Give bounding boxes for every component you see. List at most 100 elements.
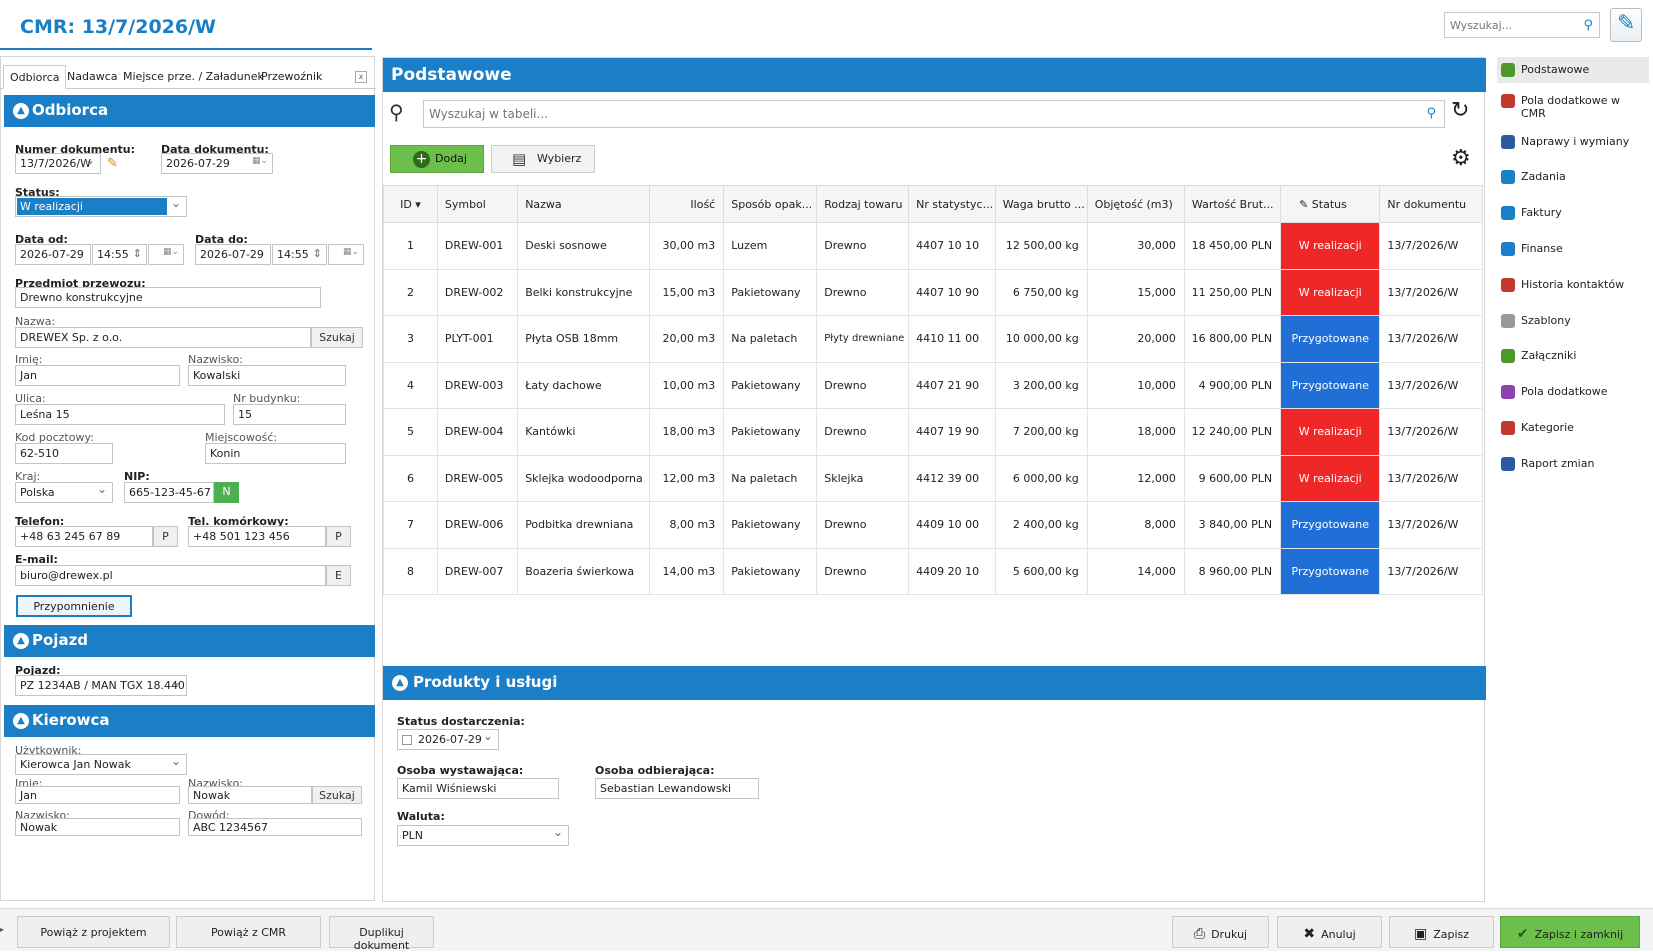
telefon-field[interactable]: +48 63 245 67 89 xyxy=(15,526,153,547)
waluta-select[interactable]: PLN xyxy=(397,825,569,846)
pojazd-select[interactable]: PZ 1234AB / MAN TGX 18.440 xyxy=(15,675,187,696)
nip-field[interactable]: 665-123-45-67 xyxy=(124,482,214,503)
col-ilosc[interactable]: Ilość xyxy=(649,185,725,223)
drukuj-button[interactable]: ⎙ Drukuj xyxy=(1172,916,1269,948)
col-nrstat[interactable]: Nr statystyc... xyxy=(908,185,996,223)
nip-lookup-button[interactable]: N xyxy=(214,482,239,503)
nazwisko-field[interactable]: Kowalski xyxy=(188,365,346,386)
szukaj-odbiorca-button[interactable]: Szukaj xyxy=(311,327,363,348)
col-wartosc[interactable]: Wartość Brut... xyxy=(1183,185,1282,223)
cell-status[interactable]: W realizacji xyxy=(1280,454,1381,502)
kierowca-imie-field[interactable]: Jan xyxy=(15,786,180,804)
chevron-up-icon[interactable]: ▲ xyxy=(13,713,29,729)
miejscowosc-field[interactable]: Konin xyxy=(205,443,346,464)
szukaj-kierowca-button[interactable]: Szukaj xyxy=(312,786,362,804)
table-search[interactable]: ⚲ xyxy=(423,100,1445,128)
chevron-up-icon[interactable]: ▲ xyxy=(13,103,29,119)
section-produkty-header[interactable]: ▲ Produkty i usługi xyxy=(383,666,1486,700)
global-search[interactable]: ⚲ xyxy=(1444,12,1600,38)
kom-p-button[interactable]: P xyxy=(326,526,351,547)
checkbox[interactable] xyxy=(402,735,412,745)
kom-field[interactable]: +48 501 123 456 xyxy=(188,526,326,547)
powiaz-cmr-button[interactable]: Powiąż z CMR xyxy=(176,916,321,948)
anuluj-button[interactable]: ✖ Anuluj xyxy=(1277,916,1382,948)
col-sposob[interactable]: Sposób opak... xyxy=(723,185,818,223)
col-nrdok[interactable]: Nr dokumentu xyxy=(1379,185,1483,223)
nazwa-field[interactable]: DREWEX Sp. z o.o. xyxy=(15,327,311,348)
close-icon[interactable]: x xyxy=(355,71,367,83)
kierowca-nazwisko2-field[interactable]: Nowak xyxy=(15,818,180,836)
section-pojazd-header[interactable]: ▲ Pojazd xyxy=(4,625,375,657)
sidebar-item-4[interactable]: Zadania xyxy=(1497,169,1649,189)
col-id[interactable]: ID ▾ xyxy=(383,185,438,223)
status-dost-field[interactable]: 2026-07-29 xyxy=(397,729,499,750)
numer-field[interactable]: 13/7/2026/W xyxy=(15,153,101,174)
add-button[interactable]: + Dodaj xyxy=(390,145,484,173)
ulica-field[interactable]: Leśna 15 xyxy=(15,404,225,425)
edit-note-icon[interactable] xyxy=(1610,8,1642,42)
table-row[interactable]: 8 DREW-007 Boazeria świerkowa 14,00 m3 Pakie… xyxy=(383,547,1483,595)
data-do-field[interactable]: 2026-07-29 xyxy=(195,244,271,265)
sidebar-item-7[interactable]: Historia kontaktów xyxy=(1497,277,1649,297)
menu-arrow-icon[interactable]: ▸ xyxy=(0,925,5,934)
tab-przewoznik[interactable]: Przewoźnik xyxy=(261,70,323,83)
tab-nadawca[interactable]: Nadawca xyxy=(67,70,118,83)
uzytkownik-select[interactable]: Kierowca Jan Nowak xyxy=(15,754,187,775)
refresh-icon[interactable]: ↻ xyxy=(1451,98,1470,123)
odb-field[interactable]: Sebastian Lewandowski xyxy=(595,778,759,799)
powiaz-projekt-button[interactable]: Powiąż z projektem xyxy=(17,916,170,948)
wyst-field[interactable]: Kamil Wiśniewski xyxy=(397,778,559,799)
email-e-button[interactable]: E xyxy=(326,565,351,586)
data-od-field[interactable]: 2026-07-29 xyxy=(15,244,91,265)
col-status[interactable]: ✎ Status xyxy=(1280,185,1381,223)
search-icon[interactable]: ⚲ xyxy=(1583,18,1593,33)
przypomnienie-button[interactable]: Przypomnienie xyxy=(16,595,132,617)
czas-od-field[interactable]: 14:55 xyxy=(92,244,147,265)
email-field[interactable]: biuro@drewex.pl xyxy=(15,565,326,586)
kierowca-nazwisko-field[interactable]: Nowak xyxy=(188,786,312,804)
table-row[interactable]: 4 DREW-003 Łaty dachowe 10,00 m3 Pakietowany… xyxy=(383,361,1483,409)
cell-status[interactable]: Przygotowane xyxy=(1280,501,1381,549)
sidebar-item-3[interactable]: Naprawy i wymiany xyxy=(1497,134,1649,154)
zapisz-zamknij-button[interactable]: ✔ Zapisz i zamknij xyxy=(1500,916,1640,948)
sidebar-item-1[interactable]: Podstawowe xyxy=(1497,57,1649,83)
dowod-field[interactable]: ABC 1234567 xyxy=(188,818,362,836)
sidebar-item-9[interactable]: Załączniki xyxy=(1497,348,1649,368)
table-search-input[interactable] xyxy=(424,101,1414,127)
chevron-up-icon[interactable]: ▲ xyxy=(13,633,29,649)
status-select[interactable]: W realizacji xyxy=(15,196,187,217)
global-search-input[interactable] xyxy=(1445,13,1573,37)
sidebar-item-8[interactable]: Szablony xyxy=(1497,313,1649,333)
nr-budynku-field[interactable]: 15 xyxy=(233,404,346,425)
sidebar-item-11[interactable]: Kategorie xyxy=(1497,420,1649,440)
col-objetosc[interactable]: Objętość (m3) xyxy=(1086,185,1185,223)
tab-miejsce-zaladunek[interactable]: Miejsce prze. / Załadunek xyxy=(123,70,264,83)
cell-status[interactable]: W realizacji xyxy=(1280,268,1381,316)
pick-button[interactable]: ▤ Wybierz xyxy=(491,145,595,173)
data-od-calendar[interactable] xyxy=(148,244,184,265)
sidebar-item-5[interactable]: Faktury xyxy=(1497,205,1649,225)
chevron-up-icon[interactable]: ▲ xyxy=(392,675,408,691)
section-kierowca-header[interactable]: ▲ Kierowca xyxy=(4,705,375,737)
duplikuj-button[interactable]: Duplikuj dokument xyxy=(329,916,434,952)
cell-status[interactable]: Przygotowane xyxy=(1280,315,1381,363)
table-row[interactable]: 1 DREW-001 Deski sosnowe 30,00 m3 Luzem Drewn… xyxy=(383,222,1483,270)
data-dok-field[interactable]: 2026-07-29 xyxy=(161,153,273,174)
pencil-icon[interactable]: ✎ xyxy=(107,156,118,171)
kod-field[interactable]: 62-510 xyxy=(15,443,113,464)
col-waga[interactable]: Waga brutto ... xyxy=(994,185,1088,223)
table-row[interactable]: 6 DREW-005 Sklejka wodoodporna 12,00 m3 Na p… xyxy=(383,454,1483,502)
table-row[interactable]: 3 PLYT-001 Płyta OSB 18mm 20,00 m3 Na paleta… xyxy=(383,315,1483,363)
cell-status[interactable]: Przygotowane xyxy=(1280,547,1381,595)
imie-field[interactable]: Jan xyxy=(15,365,180,386)
col-rodzaj[interactable]: Rodzaj towaru xyxy=(816,185,910,223)
sidebar-item-12[interactable]: Raport zmian xyxy=(1497,456,1649,476)
tab-odbiorca[interactable]: Odbiorca xyxy=(3,65,67,89)
telefon-p-button[interactable]: P xyxy=(153,526,178,547)
sidebar-item-10[interactable]: Pola dodatkowe xyxy=(1497,384,1649,404)
col-nazwa[interactable]: Nazwa xyxy=(517,185,651,223)
table-row[interactable]: 7 DREW-006 Podbitka drewniana 8,00 m3 Pakiet… xyxy=(383,501,1483,549)
table-row[interactable]: 2 DREW-002 Belki konstrukcyjne 15,00 m3 Paki… xyxy=(383,268,1483,316)
przedmiot-field[interactable]: Drewno konstrukcyjne xyxy=(15,287,321,308)
data-do-calendar[interactable] xyxy=(328,244,364,265)
